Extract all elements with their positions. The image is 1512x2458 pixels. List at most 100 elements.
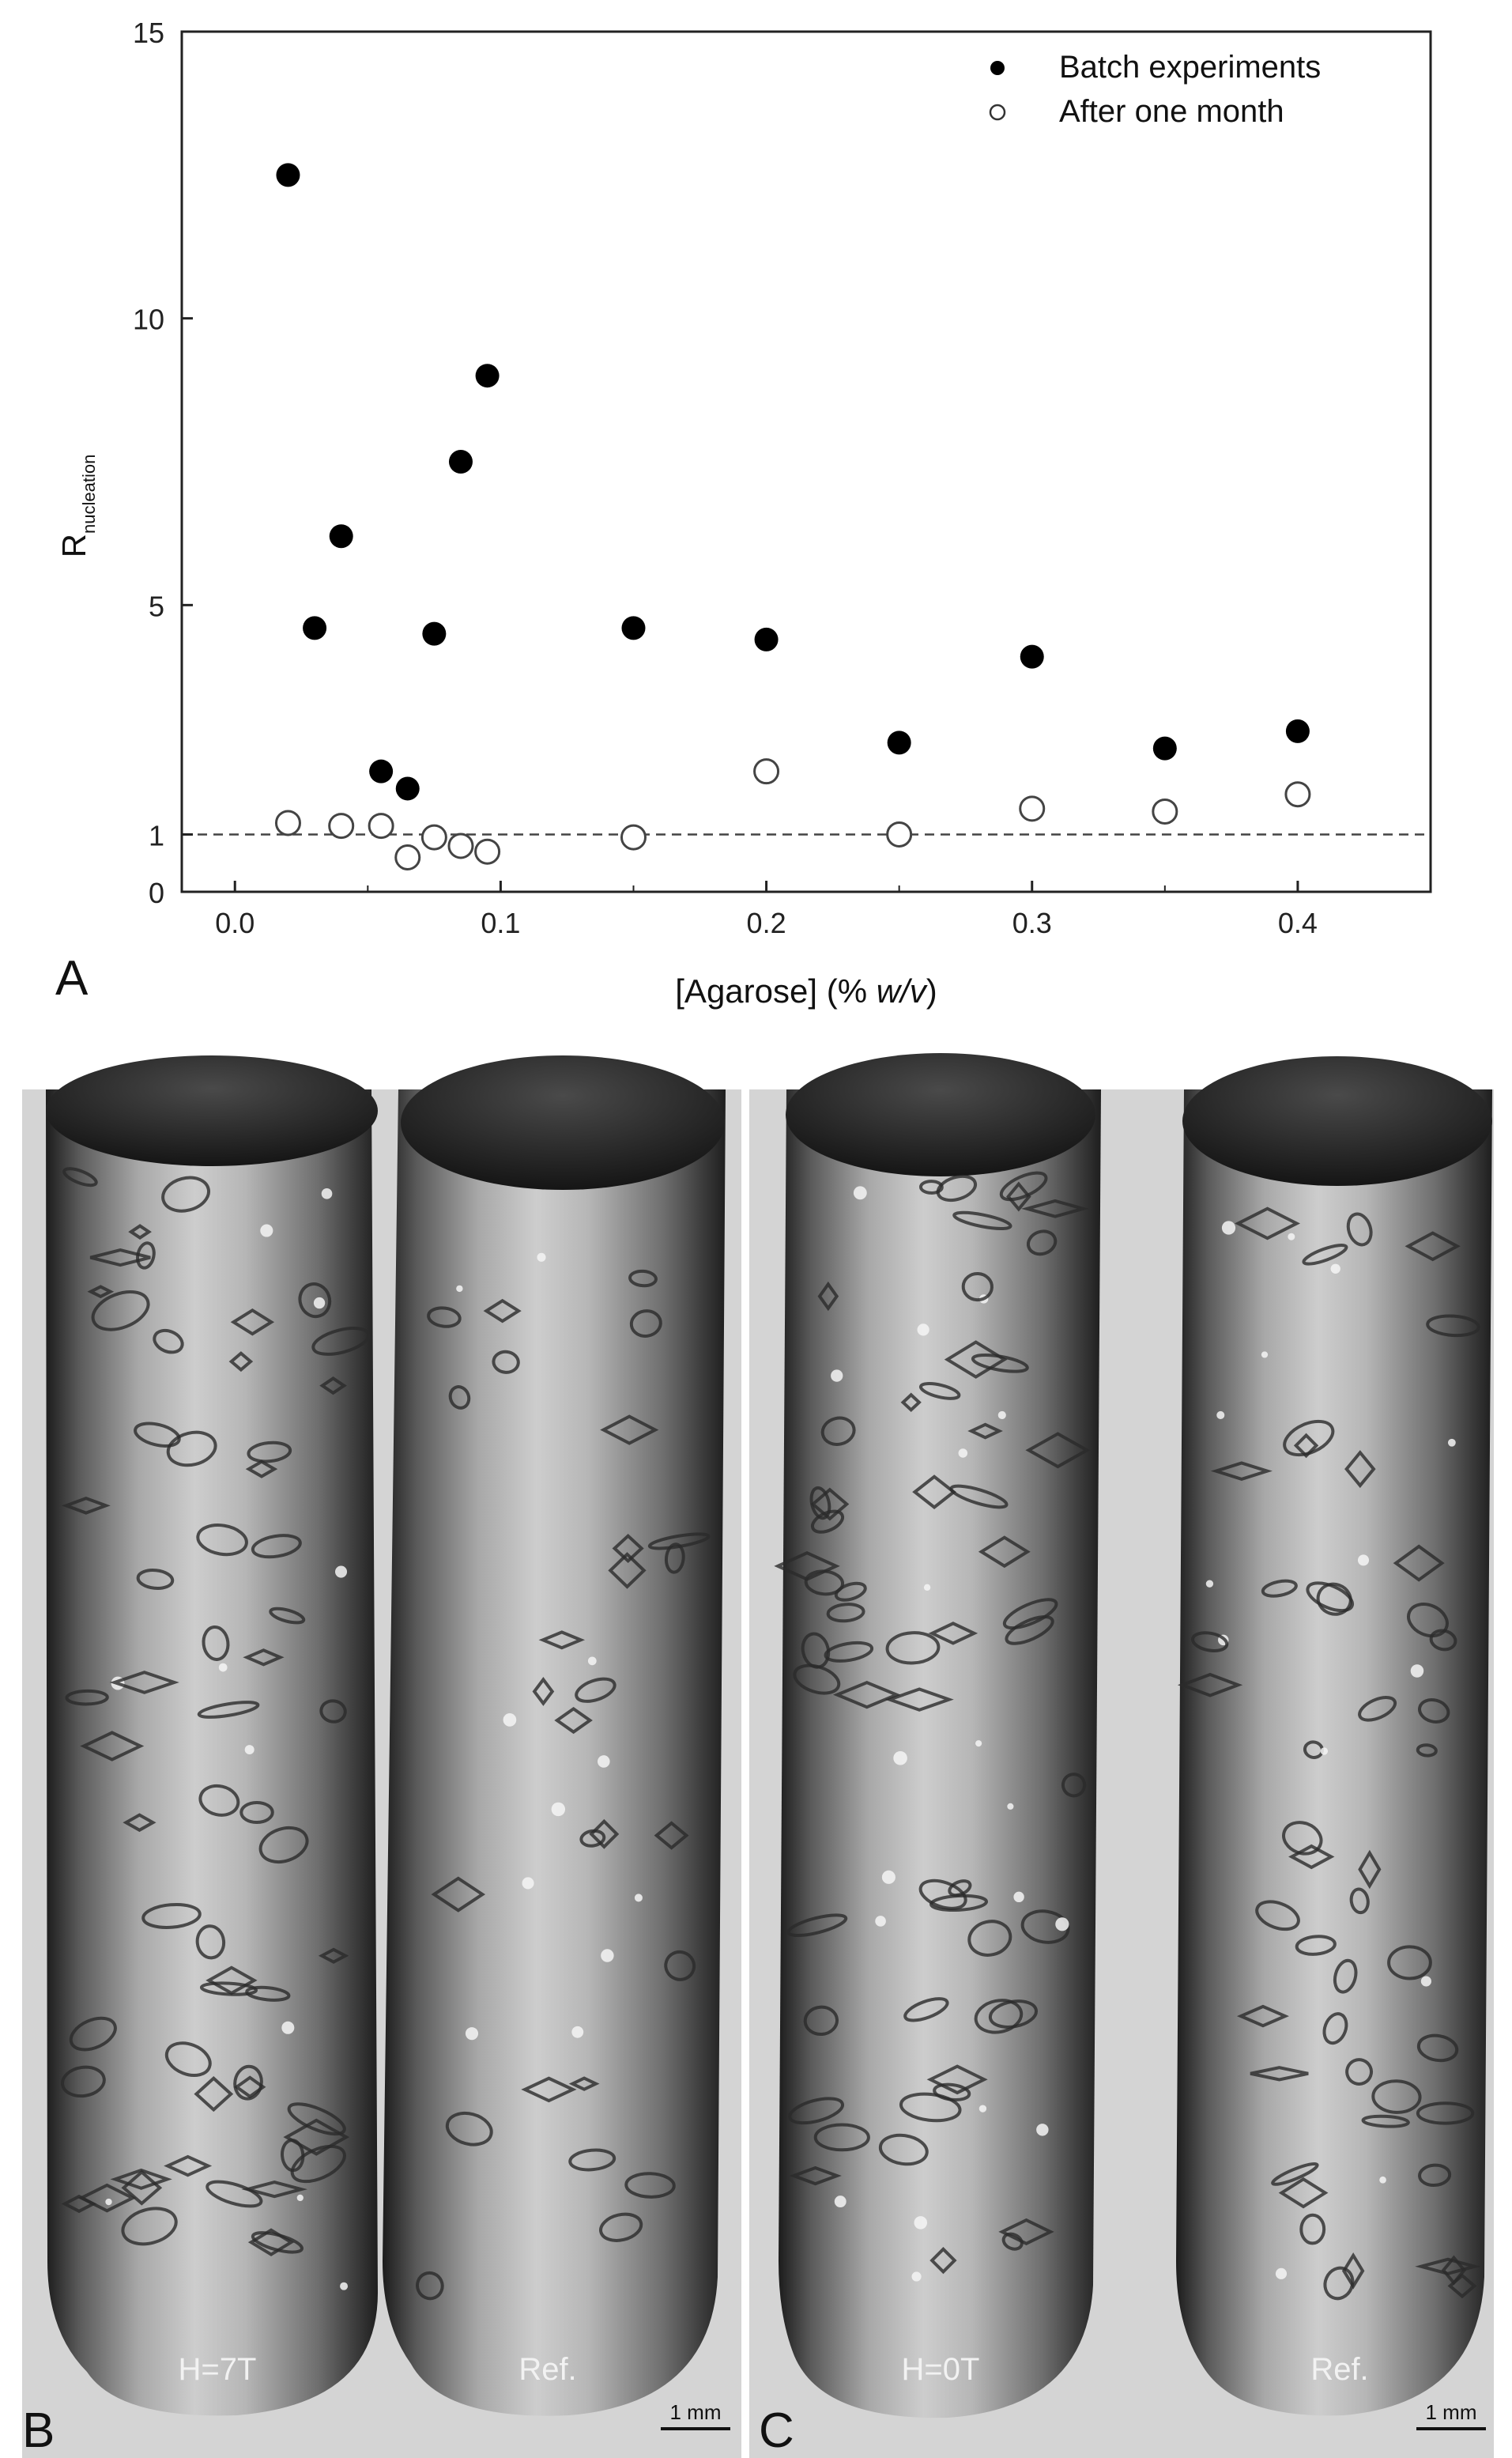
crystal — [801, 1632, 831, 1669]
crystal — [1282, 1821, 1323, 1856]
legend-label-batch: Batch experiments — [1059, 50, 1321, 85]
crystal — [918, 1382, 961, 1400]
crystal — [974, 1999, 1024, 2034]
crystal-highlight — [831, 1369, 843, 1382]
crystal-highlight — [1357, 1554, 1370, 1566]
tube-label-b2: Ref. — [518, 2352, 576, 2387]
crystal-highlight — [1036, 2124, 1049, 2136]
crystal-highlight — [853, 1186, 867, 1200]
x-tick-label: 0.0 — [215, 907, 255, 939]
crystals-b — [61, 1167, 711, 2301]
crystal-highlight — [875, 1916, 886, 1927]
crystal — [1358, 1849, 1382, 1890]
crystal-highlight — [978, 2105, 987, 2113]
crystal — [988, 1999, 1038, 2029]
crystal — [810, 1509, 845, 1534]
crystal-highlight — [1447, 1438, 1456, 1447]
crystal — [978, 1535, 1031, 1569]
crystal — [196, 1524, 248, 1557]
crystal — [298, 1282, 332, 1319]
x-axis-ticks: 0.0 0.1 0.2 0.3 0.4 — [215, 881, 1431, 939]
crystal-highlight — [522, 1877, 534, 1890]
crystal — [415, 2271, 444, 2301]
crystal — [1235, 1206, 1301, 1240]
crystal-highlight — [997, 1410, 1006, 1419]
crystal-highlight — [1261, 1351, 1269, 1358]
point-batch — [887, 731, 911, 755]
crystal-highlight — [551, 1802, 566, 1817]
crystal — [483, 1298, 522, 1323]
crystal — [788, 2097, 845, 2125]
crystal — [1429, 1629, 1457, 1652]
crystal — [826, 1603, 865, 1623]
crystal-highlight — [1420, 1976, 1431, 1987]
crystal — [61, 1496, 111, 1515]
crystal — [1261, 1579, 1298, 1598]
crystal — [319, 1376, 347, 1395]
crystal-highlight — [634, 1894, 643, 1902]
crystal — [431, 1876, 486, 1912]
panel-label-a: A — [55, 951, 89, 1006]
crystal — [311, 1327, 371, 1356]
crystal — [628, 1269, 658, 1288]
crystal-highlight — [1330, 1263, 1340, 1274]
point-batch — [303, 616, 327, 640]
crystal — [1387, 1945, 1432, 1980]
point-after-month — [368, 813, 394, 840]
crystal — [243, 1648, 285, 1667]
crystal — [1190, 1631, 1229, 1652]
crystal — [967, 1422, 1003, 1440]
crystal — [1293, 1433, 1319, 1459]
point-batch — [754, 627, 779, 651]
crystal — [817, 1281, 839, 1312]
crystal — [1001, 2232, 1024, 2251]
crystal — [205, 2180, 263, 2208]
crystal — [141, 1902, 202, 1929]
crystal — [1283, 1419, 1335, 1457]
scale-bar-label-c: 1 mm — [1426, 2400, 1477, 2424]
crystal — [1416, 1743, 1438, 1758]
crystal — [198, 1784, 240, 1817]
crystal — [1416, 2033, 1459, 2063]
crystal — [998, 2218, 1054, 2246]
crystal-highlight — [1275, 2267, 1288, 2279]
crystal — [121, 2169, 163, 2206]
crystal — [1255, 1900, 1300, 1931]
crystal-highlight — [1216, 1410, 1225, 1419]
crystal — [554, 1706, 593, 1735]
crystal — [134, 1422, 181, 1448]
crystal — [1021, 1199, 1089, 1218]
crystal — [961, 1271, 994, 1302]
point-batch — [329, 524, 353, 549]
crystal — [128, 1224, 152, 1240]
crystal — [87, 1285, 115, 1299]
crystal — [884, 1687, 954, 1712]
crystal — [538, 1630, 586, 1650]
crystal — [194, 2076, 234, 2113]
crystal — [202, 1625, 230, 1661]
crystal-highlight — [296, 2194, 304, 2202]
crystal — [1358, 1696, 1397, 1722]
crystal — [664, 1542, 685, 1574]
plot-frame — [180, 30, 1432, 893]
point-after-month — [1284, 781, 1311, 808]
point-batch — [422, 621, 447, 646]
point-after-month — [1019, 795, 1046, 822]
crystal-highlight — [1288, 1233, 1295, 1240]
point-after-month — [328, 813, 355, 840]
crystal — [1415, 2257, 1481, 2275]
crystal — [1236, 2004, 1289, 2028]
crystal-highlight — [587, 1656, 597, 1666]
crystal — [1344, 1450, 1376, 1489]
crystal-highlight — [456, 1285, 463, 1293]
point-batch — [276, 163, 300, 187]
crystal — [629, 1309, 662, 1338]
crystal — [568, 2076, 600, 2091]
crystal — [448, 1385, 471, 1410]
crystal — [233, 2064, 263, 2101]
crystal — [245, 1459, 278, 1478]
crystal — [1002, 1598, 1058, 1630]
crystal — [318, 1947, 349, 1964]
crystal-highlight — [340, 2282, 349, 2290]
